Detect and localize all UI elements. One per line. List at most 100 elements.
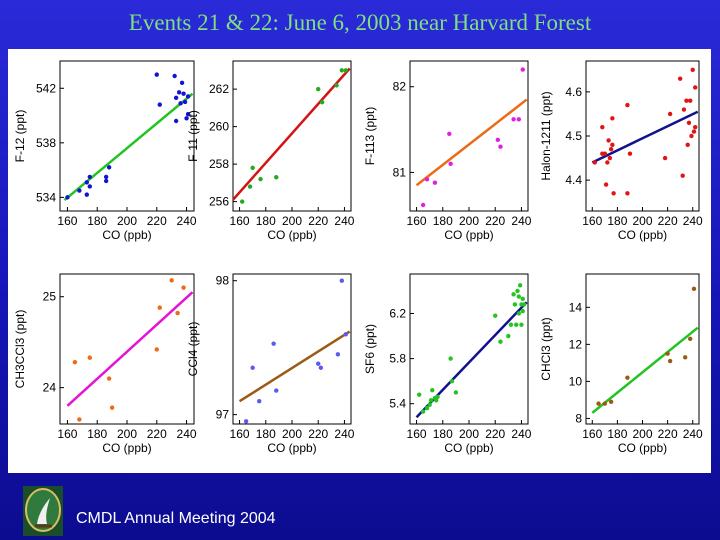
data-point	[173, 95, 179, 101]
x-tick-label: 220	[147, 214, 167, 228]
data-point	[608, 399, 614, 404]
y-tick-label: 260	[209, 120, 229, 134]
data-point	[84, 192, 90, 197]
data-point	[511, 292, 516, 297]
data-point	[65, 195, 70, 200]
data-point	[87, 355, 92, 360]
data-point	[495, 137, 501, 143]
x-tick-label: 200	[459, 427, 479, 441]
y-axis-label: CH3CCl3 (ppt)	[13, 310, 27, 389]
chart-7: 160 180 200 220 240 5.4 5.8 6.2 CO (ppb) SF6 (ppt…	[363, 273, 532, 455]
data-point	[424, 406, 430, 411]
x-tick-label: 180	[433, 214, 453, 228]
x-tick-label: 160	[407, 214, 427, 228]
data-point	[605, 160, 610, 165]
data-point	[686, 120, 692, 125]
data-point	[596, 401, 601, 406]
data-point	[175, 310, 180, 316]
x-tick-label: 240	[511, 214, 531, 228]
data-point	[169, 278, 174, 283]
data-point	[435, 394, 440, 400]
data-point	[667, 358, 673, 364]
x-tick-label: 240	[511, 427, 531, 441]
data-point	[72, 359, 78, 365]
data-point	[318, 365, 324, 370]
y-tick-label: 4.4	[565, 173, 582, 187]
data-point	[185, 94, 191, 99]
chart-3: 160 180 200 220 240 81 82 CO (ppb) F-113 (ppt)	[363, 60, 532, 242]
fit-line	[238, 330, 351, 403]
data-point	[434, 398, 439, 403]
x-axis-label: CO (ppb)	[618, 441, 667, 455]
data-point	[243, 419, 249, 424]
data-point	[181, 91, 186, 96]
data-point	[627, 151, 633, 156]
x-tick-label: 220	[308, 214, 328, 228]
y-tick-label: 542	[36, 81, 56, 95]
data-point	[448, 161, 453, 167]
x-tick-label: 240	[683, 427, 703, 441]
x-tick-label: 160	[582, 214, 602, 228]
y-axis-label: F-12 (ppt)	[13, 110, 27, 163]
data-point	[691, 286, 697, 292]
x-axis-label: CO (ppb)	[102, 228, 151, 242]
fit-line	[63, 92, 194, 202]
data-point	[154, 347, 159, 352]
x-tick-label: 220	[485, 427, 505, 441]
plot-frame	[232, 273, 352, 425]
data-point	[343, 68, 348, 73]
data-point	[339, 278, 345, 283]
data-point	[157, 102, 162, 107]
data-point	[608, 147, 614, 152]
chart-8: 160 180 200 220 240 8 10 12 14 CO (ppb) CHCl3 (ppt…	[539, 273, 703, 455]
data-point	[611, 191, 616, 196]
x-axis-label: CO (ppb)	[102, 441, 151, 455]
y-tick-label: 97	[216, 408, 230, 422]
data-point	[103, 174, 109, 180]
plot-frame	[585, 273, 700, 425]
x-tick-label: 200	[117, 214, 137, 228]
x-tick-label: 220	[658, 427, 678, 441]
data-point	[250, 365, 255, 370]
data-point	[693, 85, 698, 90]
x-tick-label: 180	[433, 427, 453, 441]
data-point	[427, 402, 432, 408]
data-point	[335, 352, 341, 357]
x-tick-label: 240	[683, 214, 703, 228]
data-point	[514, 322, 519, 327]
data-point	[449, 378, 455, 384]
y-tick-label: 262	[209, 82, 229, 96]
data-point	[662, 155, 668, 161]
noaa-logo-icon	[23, 486, 63, 536]
data-point	[519, 322, 524, 327]
data-point	[274, 175, 279, 180]
charts-panel: 160 180 200 220 240 534 538 542 CO (ppb) F-12 (pp…	[8, 49, 711, 473]
y-axis-label: CCl4 (ppt)	[186, 322, 200, 377]
data-point	[343, 332, 348, 337]
data-point	[680, 173, 685, 178]
x-tick-label: 200	[459, 214, 479, 228]
chart-1: 160 180 200 220 240 534 538 542 CO (ppb) F-12 (pp…	[13, 60, 197, 242]
data-point	[685, 142, 690, 148]
data-point	[602, 151, 608, 156]
data-point	[77, 417, 82, 422]
x-tick-label: 160	[230, 427, 250, 441]
x-tick-label: 200	[282, 214, 302, 228]
x-tick-label: 200	[282, 427, 302, 441]
x-tick-label: 180	[256, 214, 276, 228]
data-point	[606, 138, 611, 143]
x-tick-label: 200	[632, 427, 652, 441]
chart-2: 160 180 200 220 240 256 258 260 262 CO (ppb) F-11 …	[186, 60, 355, 242]
x-tick-label: 200	[117, 427, 137, 441]
slide-title: Events 21 & 22: June 6, 2003 near Harvar…	[128, 10, 592, 35]
y-tick-label: 4.6	[565, 85, 582, 99]
data-point	[339, 68, 345, 73]
data-point	[84, 180, 90, 185]
y-tick-label: 82	[393, 80, 407, 94]
chart-4: 160 180 200 220 240 4.4 4.5 4.6 CO (ppb) Halon-12…	[539, 60, 703, 242]
chart-5: 160 180 200 220 240 24 25 CO (ppb) CH3CCl3 (ppt)	[13, 273, 197, 455]
data-point	[87, 184, 92, 189]
data-point	[690, 67, 695, 73]
plot-frame	[409, 273, 529, 425]
data-point	[607, 155, 613, 161]
